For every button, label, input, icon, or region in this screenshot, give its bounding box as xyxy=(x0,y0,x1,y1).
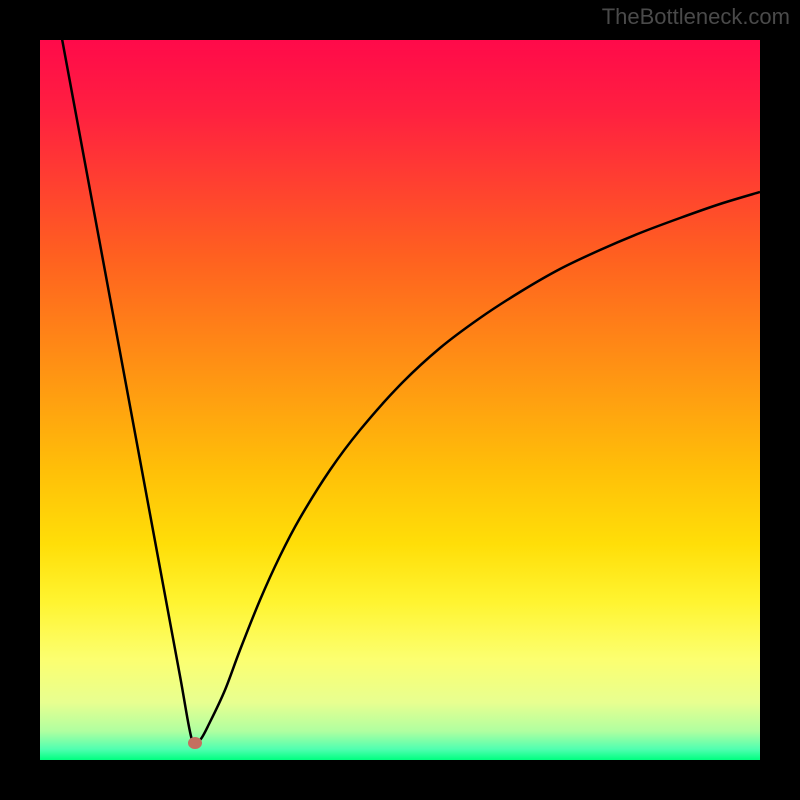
watermark-text: TheBottleneck.com xyxy=(602,4,790,30)
minimum-marker xyxy=(188,737,202,749)
plot-area xyxy=(40,40,760,760)
gradient-background xyxy=(40,40,760,760)
chart-container: TheBottleneck.com xyxy=(0,0,800,800)
